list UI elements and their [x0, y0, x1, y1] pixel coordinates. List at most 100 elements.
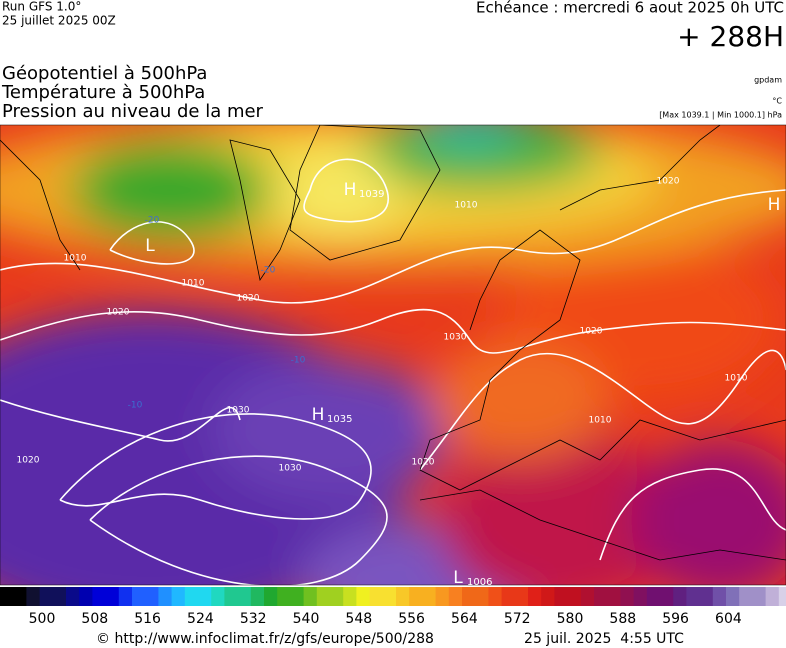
- footer-date: 25 juil. 2025 4:55 UTC: [524, 631, 684, 647]
- colorbar-swatch: [290, 587, 305, 606]
- colorbar-swatch: [250, 587, 265, 606]
- center-value: 1035: [327, 414, 352, 425]
- colorbar-swatch: [132, 587, 146, 606]
- field: Température à 500hPa: [1, 82, 205, 103]
- colorbar-swatch: [409, 587, 423, 606]
- isobar-label: 1020: [107, 308, 130, 318]
- valid-time: Echéance : mercredi 6 aout 2025 0h UTC: [476, 0, 784, 17]
- colorbar-swatch: [39, 587, 54, 606]
- colorbar-label: 508: [81, 611, 108, 627]
- colorbar-swatch: [316, 587, 331, 606]
- colorbar-swatch: [356, 587, 371, 606]
- colorbar-swatch: [303, 587, 318, 606]
- coastlines: [0, 125, 786, 561]
- colorbar-swatch: [382, 587, 397, 606]
- colorbar-swatch: [66, 587, 80, 606]
- colorbar-swatch: [79, 587, 93, 606]
- isobars: [0, 158, 786, 585]
- colorbar-swatch: [660, 587, 674, 606]
- footer-source: © http://www.infoclimat.fr/z/gfs/europe/…: [96, 631, 434, 647]
- colorbar-swatch: [343, 587, 357, 606]
- colorbar-swatch: [330, 587, 344, 606]
- colorbar-swatch: [158, 587, 173, 606]
- isobar-label: 1030: [279, 464, 302, 474]
- isobar-label: 1020: [412, 458, 435, 468]
- colorbar-swatch: [699, 587, 714, 606]
- colorbar-swatch: [528, 587, 542, 606]
- isobar-label: 1010: [589, 416, 612, 426]
- center-value: 1006: [467, 577, 492, 588]
- colorbar-swatch: [620, 587, 635, 606]
- colorbar-swatch: [52, 587, 67, 606]
- map-frame: [0, 124, 786, 586]
- colorbar-swatch: [237, 587, 252, 606]
- isobar-label: 1020: [657, 177, 680, 187]
- colorbar-swatch: [712, 587, 727, 606]
- temperature-label: -10: [128, 401, 143, 411]
- colorbar-swatch: [726, 587, 740, 606]
- center-letter: H: [344, 180, 357, 200]
- center-value: 1039: [359, 189, 384, 200]
- colorbar-swatch: [92, 587, 107, 606]
- center-letter: L: [145, 236, 155, 256]
- colorbar-label: 540: [293, 611, 320, 627]
- colorbar-label: 516: [134, 611, 161, 627]
- colorbar-swatch: [462, 587, 476, 606]
- colorbar-swatch: [646, 587, 661, 606]
- colorbar-label: 580: [557, 611, 584, 627]
- colorbar-swatch: [501, 587, 516, 606]
- colorbar-swatch: [765, 587, 780, 606]
- colorbar-swatch: [488, 587, 503, 606]
- center-letter: H: [768, 195, 781, 215]
- colorbar-label: 596: [662, 611, 689, 627]
- isobar-label: 1010: [725, 374, 748, 384]
- colorbar-swatch: [739, 587, 753, 606]
- isobar-label: 1030: [227, 406, 250, 416]
- colorbar-swatch: [264, 587, 278, 606]
- unit: [Max 1039.1 | Min 1000.1] hPa: [659, 111, 782, 120]
- isobar-label: 1020: [580, 327, 603, 337]
- isobar-label: 1010: [182, 279, 205, 289]
- colorbar-swatch: [514, 587, 529, 606]
- colorbar-swatch: [145, 587, 159, 606]
- run-date: 25 juillet 2025 00Z: [2, 14, 116, 28]
- run: Run GFS 1.0°: [2, 0, 81, 14]
- isobar-label: 1010: [455, 201, 478, 211]
- colorbar-label: 532: [240, 611, 267, 627]
- lead-time: + 288H: [677, 20, 784, 53]
- colorbar-swatch: [633, 587, 648, 606]
- unit: °C: [772, 97, 782, 106]
- field: Pression au niveau de la mer: [2, 101, 264, 122]
- colorbar-swatch: [422, 587, 437, 606]
- colorbar-swatch: [686, 587, 701, 606]
- unit: gpdam: [754, 76, 782, 85]
- temperature-label: -20: [145, 216, 160, 226]
- colorbar-swatch: [224, 587, 239, 606]
- colorbar-swatch: [475, 587, 489, 606]
- colorbar-label: 572: [504, 611, 531, 627]
- isobar-label: 1020: [17, 456, 40, 466]
- colorbar-swatch: [184, 587, 199, 606]
- colorbar-swatch: [26, 587, 41, 606]
- colorbar-swatch: [211, 587, 225, 606]
- colorbar-label: 524: [187, 611, 214, 627]
- colorbar-swatch: [448, 587, 463, 606]
- colorbar-swatch: [673, 587, 687, 606]
- colorbar-label: 604: [715, 611, 742, 627]
- colorbar-swatch: [105, 587, 120, 606]
- isobar-label: 1020: [237, 294, 260, 304]
- colorbar-swatch: [607, 587, 621, 606]
- colorbar-swatch: [435, 587, 450, 606]
- colorbar-swatch: [369, 587, 384, 606]
- colorbar-label: 548: [345, 611, 372, 627]
- colorbar-swatch: [0, 587, 14, 606]
- map: [0, 125, 786, 585]
- colorbar-label: 564: [451, 611, 478, 627]
- colorbar-label: 500: [29, 611, 56, 627]
- center-letter: L: [453, 568, 463, 588]
- colorbar-label: 556: [398, 611, 425, 627]
- colorbar-swatch: [396, 587, 410, 606]
- field: Géopotentiel à 500hPa: [2, 63, 207, 84]
- colorbar-swatch: [567, 587, 582, 606]
